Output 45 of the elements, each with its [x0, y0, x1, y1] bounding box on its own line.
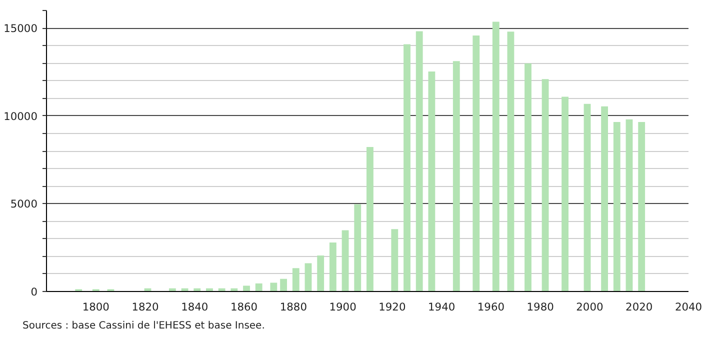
y-tick-label: 15000: [4, 22, 38, 36]
x-tick-label: 1900: [329, 300, 357, 314]
bar: [391, 229, 398, 292]
y-tick-label: 5000: [10, 198, 38, 211]
bar: [243, 286, 250, 292]
bar: [416, 31, 423, 292]
x-tick-label: 2020: [626, 300, 653, 314]
x-tick-label: 2040: [674, 300, 702, 314]
x-tick-label: 1960: [477, 300, 505, 314]
bar: [342, 230, 349, 292]
bar: [428, 71, 436, 292]
bar: [404, 44, 410, 292]
bar: [638, 122, 646, 292]
bar: [472, 35, 480, 292]
bar: [304, 263, 312, 292]
source-note: Sources : base Cassini de l'EHESS et base Insee.: [22, 320, 265, 332]
bar: [270, 282, 278, 292]
bar: [562, 96, 568, 292]
bar: [292, 268, 300, 292]
x-tick-label: 1880: [280, 300, 308, 314]
y-tick-label: 0: [30, 286, 38, 298]
x-tick-label: 1980: [526, 300, 554, 314]
bar: [584, 104, 591, 292]
bar: [366, 146, 374, 292]
bar: [452, 61, 460, 292]
x-tick-label: 1840: [181, 300, 208, 314]
y-tick-label: 10000: [4, 110, 38, 123]
x-tick-label: 1820: [132, 300, 160, 314]
bar: [507, 32, 514, 292]
bar: [280, 278, 288, 292]
x-tick-label: 1860: [230, 300, 258, 314]
bar: [524, 63, 532, 292]
x-tick-label: 1940: [428, 300, 456, 314]
bar: [613, 122, 620, 292]
bar: [317, 255, 324, 292]
bar: [492, 22, 500, 292]
x-tick-label: 2000: [576, 300, 604, 314]
x-tick-label: 1920: [378, 300, 406, 314]
x-tick-label: 1800: [82, 300, 110, 314]
bar: [329, 242, 336, 292]
bar: [626, 119, 633, 292]
bar: [601, 106, 608, 292]
bar: [354, 204, 362, 292]
bar: [542, 79, 549, 292]
bar: [255, 283, 262, 292]
